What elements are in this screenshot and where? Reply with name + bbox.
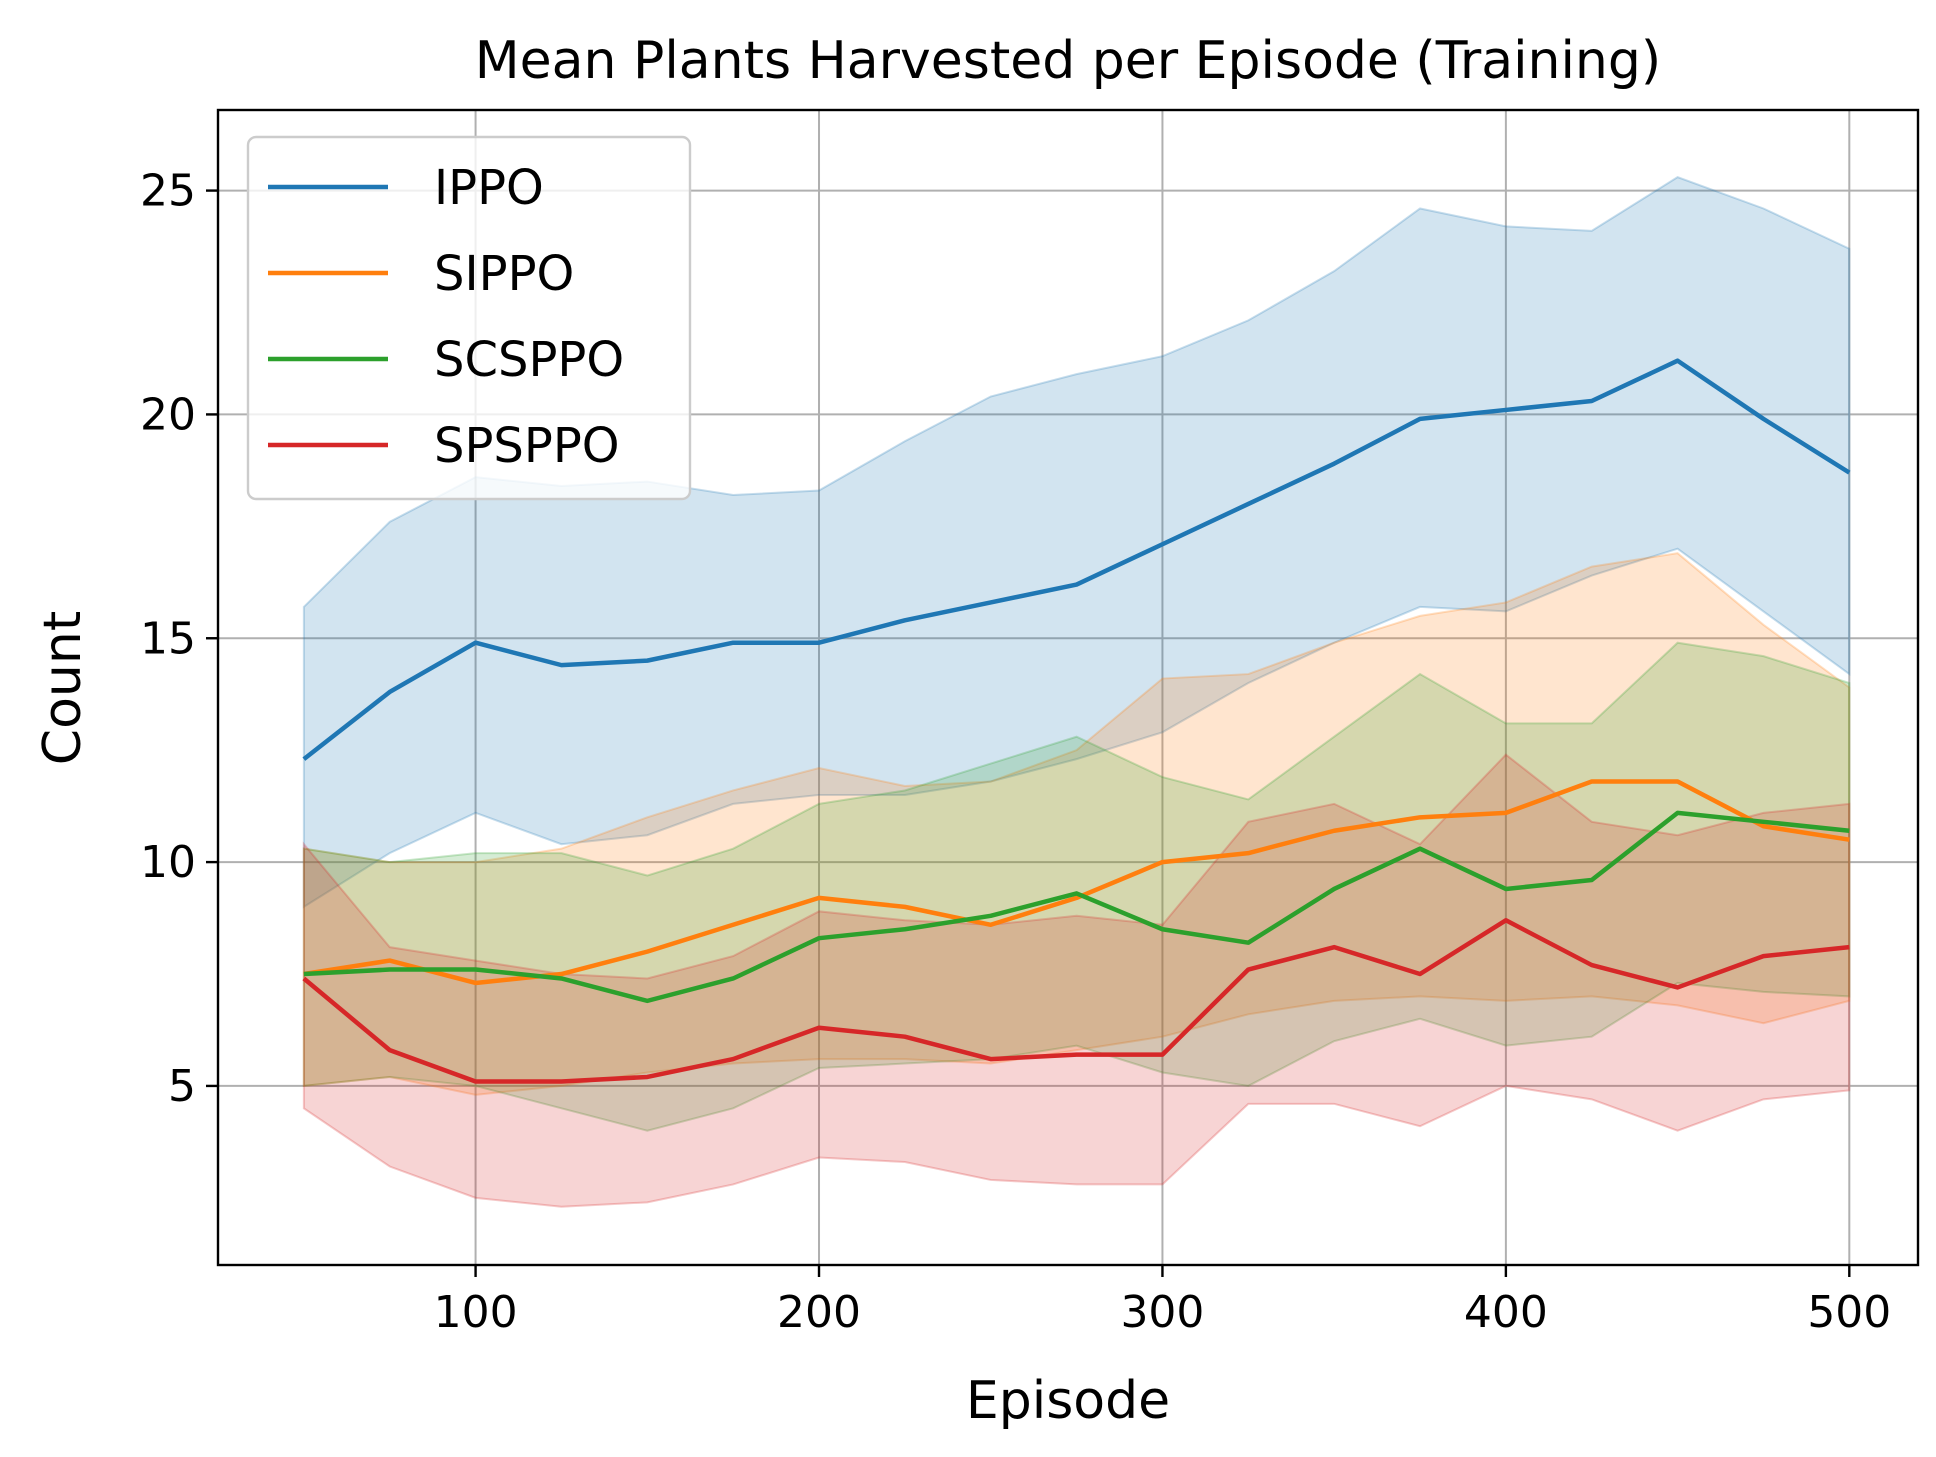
- x-tick-label: 100: [434, 1287, 518, 1338]
- y-tick-label: 5: [168, 1061, 196, 1112]
- legend-box: [246, 135, 692, 501]
- x-axis-label: Episode: [966, 1371, 1170, 1431]
- legend-label-spsppo: SPSPPO: [434, 418, 620, 474]
- legend-label-sippo: SIPPO: [434, 246, 574, 302]
- x-axis-ticks: 100 200 300 400 500: [434, 1265, 1891, 1338]
- plot-frame: [216, 108, 1920, 1267]
- line-spsppo: [302, 918, 1850, 1084]
- series-lines: [302, 358, 1851, 1084]
- x-tick-label: 300: [1120, 1287, 1204, 1338]
- confidence-bands: [302, 176, 1851, 1208]
- x-tick-label: 200: [777, 1287, 861, 1338]
- y-tick-label: 15: [140, 613, 196, 664]
- band-scsppo: [302, 641, 1851, 1132]
- y-tick-label: 20: [140, 389, 196, 440]
- legend: IPPO SIPPO SCSPPO SPSPPO: [246, 135, 692, 501]
- x-tick-label: 500: [1807, 1287, 1891, 1338]
- y-tick-label: 10: [140, 837, 196, 888]
- y-tick-label: 25: [140, 166, 196, 217]
- y-axis-label: Count: [33, 611, 93, 765]
- y-axis-ticks: 5 10 15 20 25: [140, 166, 218, 1112]
- chart-title: Mean Plants Harvested per Episode (Train…: [475, 31, 1661, 91]
- legend-label-scsppo: SCSPPO: [434, 332, 624, 388]
- line-scsppo: [303, 810, 1850, 1004]
- legend-label-ippo: IPPO: [434, 160, 544, 216]
- line-ippo: [302, 358, 1851, 761]
- band-ippo: [302, 176, 1851, 909]
- grid: [218, 110, 1918, 1265]
- line-sippo: [303, 779, 1850, 986]
- band-sippo: [302, 552, 1851, 1096]
- x-tick-label: 400: [1464, 1287, 1548, 1338]
